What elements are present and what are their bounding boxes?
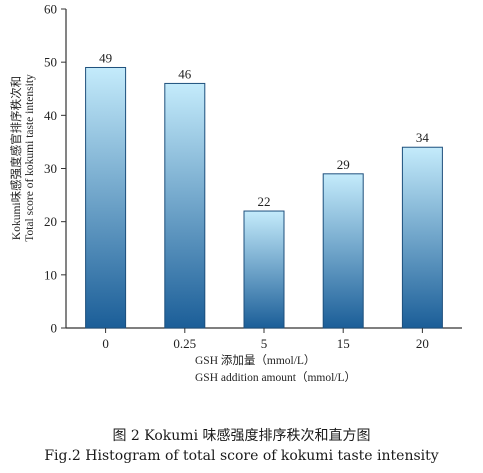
x-tick-label: 20 [416,336,429,351]
y-tick-label: 50 [44,55,57,70]
y-tick-label: 30 [44,161,57,176]
x-tick-label: 5 [261,336,268,351]
bar-data-label: 46 [178,66,192,81]
y-tick-label: 60 [44,2,57,17]
y-tick-label: 10 [44,267,57,282]
y-tick-label: 0 [51,321,58,336]
bar-data-label: 49 [99,50,112,65]
bar [85,66,127,329]
bar [401,146,443,329]
y-tick-label: 40 [44,108,57,123]
bar [322,173,364,329]
x-tick-label: 0 [102,336,109,351]
bar [164,82,206,329]
bar-data-label: 34 [416,130,430,145]
x-axis-title-zh: GSH 添加量（mmol/L） [195,353,315,367]
y-tick-label: 20 [44,214,57,229]
bar-data-label: 29 [337,157,350,172]
x-tick-label: 15 [337,336,350,351]
y-axis-title-en: Total score of kokumi taste intensity [24,74,36,242]
figure-caption-zh: 图 2 Kokumi 味感强度排序秩次和直方图 [112,428,371,444]
bar [243,210,285,329]
bar-data-label: 22 [258,194,271,209]
figure-caption-en: Fig.2 Histogram of total score of kokumi… [44,448,439,464]
y-axis-title-zh: Kokumi味感强度感官排序秩次和 [9,76,23,240]
bar-chart: 0 10 20 30 40 50 60 49 0 46 0.25 22 5 29 15 34 20 Kokumi… [9,2,462,384]
x-tick-label: 0.25 [173,336,196,351]
x-axis-title-en: GSH addition amount（mmol/L） [195,371,356,384]
